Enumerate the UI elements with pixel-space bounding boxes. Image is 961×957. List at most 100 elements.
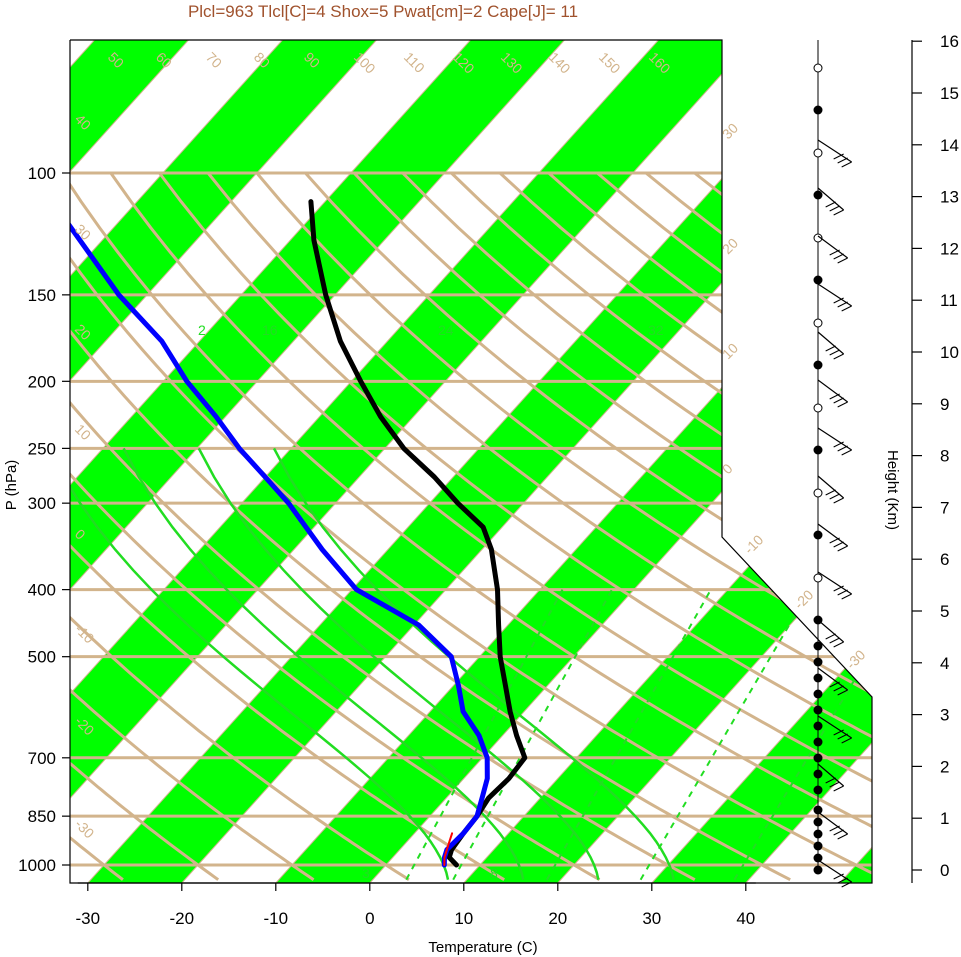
height-tick-label: 1 — [940, 809, 949, 828]
wind-barb-flag — [833, 497, 844, 504]
wind-barb-flag — [837, 877, 848, 884]
wind-dot-open — [813, 403, 823, 413]
wind-barb-flag — [833, 353, 844, 360]
moist-adiabat — [122, 447, 525, 880]
wind-barb-flag — [833, 729, 844, 736]
dry-adiabat — [255, 172, 872, 882]
wind-barb-flag — [833, 153, 844, 160]
wind-barb-flag — [833, 641, 844, 648]
wind-dot — [813, 769, 823, 779]
wind-dot-open — [813, 318, 823, 328]
wind-barb-flag — [841, 593, 852, 600]
p-tick-label: 500 — [28, 648, 56, 667]
x-axis-title: Temperature (C) — [428, 939, 537, 956]
wind-dot — [813, 275, 823, 285]
wind-barb-flag — [833, 541, 844, 548]
x-tick-label: -20 — [170, 909, 195, 928]
wind-barb-flag — [833, 829, 844, 836]
wind-barb-flag — [841, 881, 852, 888]
isotherm-line — [70, 40, 659, 883]
mixing-ratio-label: 16 — [262, 322, 278, 338]
dry-adiabat — [109, 172, 872, 882]
wind-dot — [813, 190, 823, 200]
isotherm-line — [557, 40, 872, 883]
height-tick-label: 14 — [940, 136, 959, 155]
wind-barb — [817, 187, 845, 211]
height-tick-label: 11 — [940, 291, 958, 310]
wind-barb-flag — [833, 585, 844, 592]
wind-dot-open — [813, 488, 823, 498]
dry-adiabat — [158, 172, 872, 882]
height-tick-label: 6 — [940, 550, 949, 569]
wind-dot — [813, 853, 823, 863]
wind-dot — [813, 530, 823, 540]
stripe-band — [70, 40, 753, 883]
wind-barb-flag — [837, 157, 848, 164]
wind-dot — [813, 360, 823, 370]
wind-barb-flag — [833, 253, 844, 260]
dry-adiabat — [70, 172, 315, 881]
p-tick-label: 1000 — [18, 856, 56, 875]
stripe-band — [70, 40, 565, 883]
wind-dot — [813, 753, 823, 763]
wind-barb-flag — [829, 681, 840, 688]
mixing-ratio-label: 2 — [198, 322, 206, 338]
chart-title: Plcl=963 Tlcl[C]=4 Shox=5 Pwat[cm]=2 Cap… — [188, 2, 578, 21]
plot-frame — [69, 39, 873, 884]
mixing-ratio-label: 24 — [438, 322, 454, 338]
wind-barb-flag — [825, 201, 836, 208]
isotherm-line — [70, 40, 753, 883]
wind-barb-flag — [825, 777, 836, 784]
height-axis-title: Height (Km) — [884, 450, 901, 530]
skew-label: -30 — [843, 646, 869, 672]
wind-barb-flag — [833, 785, 844, 792]
wind-dot — [813, 673, 823, 683]
mixing-ratio-label: 8 — [490, 865, 498, 881]
dry-adiabat — [70, 172, 220, 881]
wind-barb-flag — [841, 161, 852, 168]
p-tick-label: 100 — [28, 164, 56, 183]
height-tick-label: 5 — [940, 602, 949, 621]
p-tick-label: 400 — [28, 581, 56, 600]
x-tick-label: -10 — [264, 909, 289, 928]
skew-label: -10 — [741, 531, 767, 557]
mixing-ratio-line — [452, 589, 613, 881]
wind-barb — [817, 619, 845, 643]
wind-barb-flag — [825, 345, 836, 352]
isotherm-line — [0, 40, 1, 883]
dry-adiabat — [70, 172, 696, 882]
wind-dot-open — [813, 573, 823, 583]
sounding-profiles — [70, 199, 528, 868]
temperature-axis: -30 -20 -10 0 10 20 30 40 — [76, 882, 756, 928]
wind-dot — [813, 737, 823, 747]
dry-adiabat — [70, 172, 505, 881]
mixing-ratio-line — [546, 589, 712, 881]
wind-dot — [813, 657, 823, 667]
isotherm-line — [70, 40, 565, 883]
mixing-ratio-line — [405, 589, 564, 881]
mixing-ratio-label: 32 — [648, 322, 664, 338]
wind-barb-flag — [829, 781, 840, 788]
wind-barb-flag — [829, 825, 840, 832]
isotherm-line — [70, 40, 471, 883]
wind-dot-open — [813, 63, 823, 73]
dry-adiabat — [304, 171, 872, 882]
x-tick-label: 0 — [365, 909, 374, 928]
wind-profile — [813, 40, 852, 888]
wind-dot — [813, 705, 823, 715]
wind-barb-flag — [837, 833, 848, 840]
wind-barb-flag — [833, 441, 844, 448]
p-tick-label: 300 — [28, 494, 56, 513]
wind-dot — [813, 865, 823, 875]
wind-dot — [813, 689, 823, 699]
wind-barb-flag — [841, 737, 852, 744]
wind-barb-flag — [837, 733, 848, 740]
wind-barb-flag — [833, 685, 844, 692]
mixing-ratio-label: 3 — [362, 865, 370, 881]
height-tick-label: 8 — [940, 447, 949, 466]
height-tick-label: 3 — [940, 706, 949, 725]
height-tick-label: 4 — [940, 654, 949, 673]
wind-barb-flag — [833, 873, 844, 880]
p-tick-label: 200 — [28, 372, 56, 391]
height-tick-label: 9 — [940, 395, 949, 414]
